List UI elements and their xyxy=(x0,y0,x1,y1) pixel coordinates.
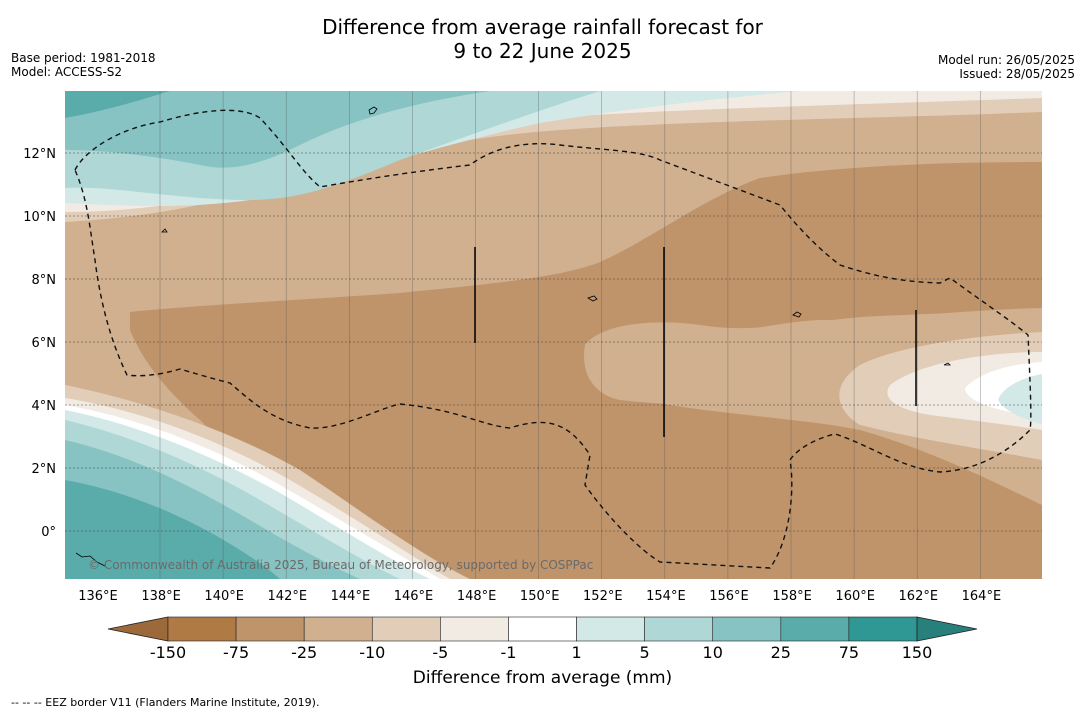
colorbar-swatch xyxy=(848,616,918,642)
colorbar-tick-label: 5 xyxy=(639,643,650,662)
x-tick-label: 150°E xyxy=(520,589,560,604)
colorbar-swatch xyxy=(371,616,441,642)
colorbar-swatch xyxy=(303,616,373,642)
colorbar-tick-label: -25 xyxy=(291,643,318,662)
x-tick-label: 136°E xyxy=(78,589,118,604)
island xyxy=(792,311,802,318)
colorbar-swatch xyxy=(644,616,714,642)
y-tick-label: 12°N xyxy=(23,147,56,162)
colorbar-tick-label: -150 xyxy=(149,643,187,662)
band-pale-teal-east xyxy=(998,374,1042,424)
colorbar-tick-label: 150 xyxy=(901,643,933,662)
y-tick-label: 2°N xyxy=(32,462,57,477)
island xyxy=(161,228,168,233)
colorbar-tick-label: -75 xyxy=(223,643,250,662)
x-tick-label: 154°E xyxy=(646,589,686,604)
y-tick-labels: 12°N 10°N 8°N 6°N 4°N 2°N 0° xyxy=(23,147,56,540)
colorbar-swatch xyxy=(576,616,645,642)
colorbar-swatch xyxy=(780,616,850,642)
colorbar xyxy=(107,616,978,642)
colorbar-swatch xyxy=(440,616,509,642)
colorbar-swatch xyxy=(508,616,577,642)
x-tick-label: 144°E xyxy=(331,589,371,604)
colorbar-title: Difference from average (mm) xyxy=(412,668,673,688)
x-tick-label: 140°E xyxy=(204,589,244,604)
colorbar-swatch xyxy=(167,616,237,642)
x-tick-label: 158°E xyxy=(772,589,812,604)
map-title-line2: 9 to 22 June 2025 xyxy=(453,39,632,63)
y-tick-label: 6°N xyxy=(32,336,57,351)
x-tick-label: 148°E xyxy=(457,589,497,604)
band-mid-brown xyxy=(130,162,1042,579)
meta-right: Model run: 26/05/2025 Issued: 28/05/2025 xyxy=(938,53,1075,81)
y-tick-label: 4°N xyxy=(32,399,57,414)
issued-label: Issued: 28/05/2025 xyxy=(959,67,1075,81)
colorbar-tick-label: -10 xyxy=(359,643,386,662)
copyright-notice: © Commonwealth of Australia 2025, Bureau… xyxy=(88,558,594,572)
x-tick-label: 138°E xyxy=(141,589,181,604)
island xyxy=(587,295,598,302)
colorbar-tick-label: 10 xyxy=(702,643,723,662)
colorbar-tick-label: 1 xyxy=(571,643,582,662)
x-tick-labels: 136°E 138°E 140°E 142°E 144°E 146°E 148°E 150°E… xyxy=(78,589,1001,604)
colorbar-swatch xyxy=(235,616,305,642)
eez-border xyxy=(74,109,1032,569)
x-tick-label: 164°E xyxy=(962,589,1002,604)
band-deep-teal-south xyxy=(65,480,280,579)
y-tick-label: 0° xyxy=(41,525,56,540)
model-label: Model: ACCESS-S2 xyxy=(11,65,123,79)
graticule xyxy=(65,91,1042,579)
band-deep-teal-north xyxy=(65,91,170,118)
map-fill-layer xyxy=(65,91,1042,579)
x-tick-label: 146°E xyxy=(394,589,434,604)
x-tick-label: 142°E xyxy=(268,589,308,604)
island xyxy=(75,552,106,567)
map-title-line1: Difference from average rainfall forecas… xyxy=(322,15,763,39)
islands xyxy=(75,106,951,567)
colorbar-under-arrow xyxy=(107,616,169,642)
x-tick-label: 160°E xyxy=(835,589,875,604)
colorbar-over-arrow xyxy=(916,616,978,642)
colorbar-tick-label: -1 xyxy=(500,643,517,662)
colorbar-tick-label: 75 xyxy=(838,643,860,662)
x-tick-label: 156°E xyxy=(709,589,749,604)
meta-left: Base period: 1981-2018 Model: ACCESS-S2 xyxy=(11,51,156,79)
eez-footnote: -- -- -- EEZ border V11 (Flanders Marine… xyxy=(11,696,320,709)
island xyxy=(368,106,378,115)
base-period-label: Base period: 1981-2018 xyxy=(11,51,156,65)
y-tick-label: 8°N xyxy=(32,273,57,288)
x-tick-label: 162°E xyxy=(899,589,939,604)
x-tick-label: 152°E xyxy=(583,589,623,604)
colorbar-swatch xyxy=(712,616,782,642)
island xyxy=(943,362,951,366)
model-run-label: Model run: 26/05/2025 xyxy=(937,53,1075,67)
colorbar-tick-label: 25 xyxy=(770,643,791,662)
y-tick-label: 10°N xyxy=(23,210,56,225)
colorbar-tick-label: -5 xyxy=(432,643,449,662)
band-teal-north xyxy=(65,91,490,168)
